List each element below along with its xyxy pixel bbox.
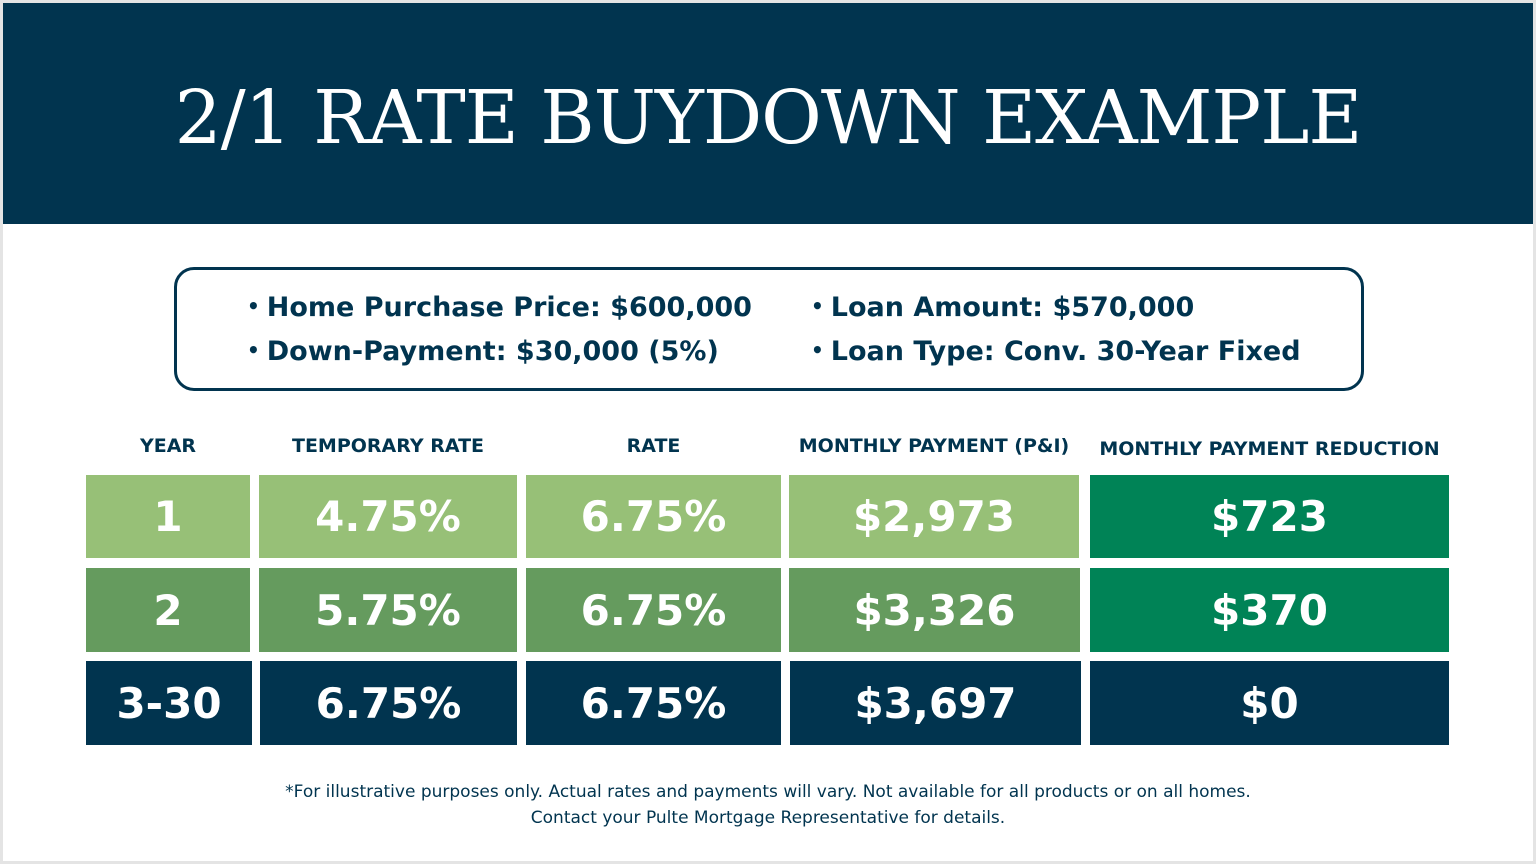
footnote-line-2: Contact your Pulte Mortgage Representati… (530, 808, 1006, 828)
table-cell: $2,973 (789, 475, 1079, 558)
footnote-line-1: *For illustrative purposes only. Actual … (285, 782, 1251, 802)
table-cell: $370 (1090, 568, 1449, 652)
detail-loan-type: Loan Type: Conv. 30-Year Fixed (811, 329, 1301, 373)
table-cell: 2 (86, 568, 250, 652)
slide: 2/1 RATE BUYDOWN EXAMPLE Home Purchase P… (3, 3, 1533, 861)
header-monthly-payment: MONTHLY PAYMENT (P&I) (798, 435, 1070, 457)
detail-down-payment: Down-Payment: $30,000 (5%) (247, 329, 752, 373)
table-cell: $3,697 (790, 661, 1081, 745)
page-title: 2/1 RATE BUYDOWN EXAMPLE (174, 74, 1363, 161)
table-cell: 6.75% (526, 568, 781, 652)
table-cell: 4.75% (259, 475, 517, 558)
header-year: YEAR (139, 435, 197, 457)
table-cell: 5.75% (259, 568, 517, 652)
header-payment-reduction: MONTHLY PAYMENT REDUCTION (1099, 438, 1440, 460)
table-cell: 6.75% (260, 661, 517, 745)
header-temporary-rate: TEMPORARY RATE (291, 435, 485, 457)
header-rate: RATE (626, 435, 681, 457)
table-cell: $723 (1090, 475, 1449, 558)
table-cell: $0 (1090, 661, 1449, 745)
table-cell: 6.75% (526, 661, 781, 745)
table-cell: 6.75% (526, 475, 781, 558)
table-cell: $3,326 (789, 568, 1080, 652)
title-banner: 2/1 RATE BUYDOWN EXAMPLE (3, 3, 1533, 224)
details-right: Loan Amount: $570,000 Loan Type: Conv. 3… (811, 285, 1301, 373)
table-cell: 3-30 (86, 661, 252, 745)
detail-purchase-price: Home Purchase Price: $600,000 (247, 285, 752, 329)
details-left: Home Purchase Price: $600,000 Down-Payme… (247, 285, 752, 373)
loan-details-box: Home Purchase Price: $600,000 Down-Payme… (174, 267, 1364, 391)
detail-loan-amount: Loan Amount: $570,000 (811, 285, 1301, 329)
table-cell: 1 (86, 475, 250, 558)
